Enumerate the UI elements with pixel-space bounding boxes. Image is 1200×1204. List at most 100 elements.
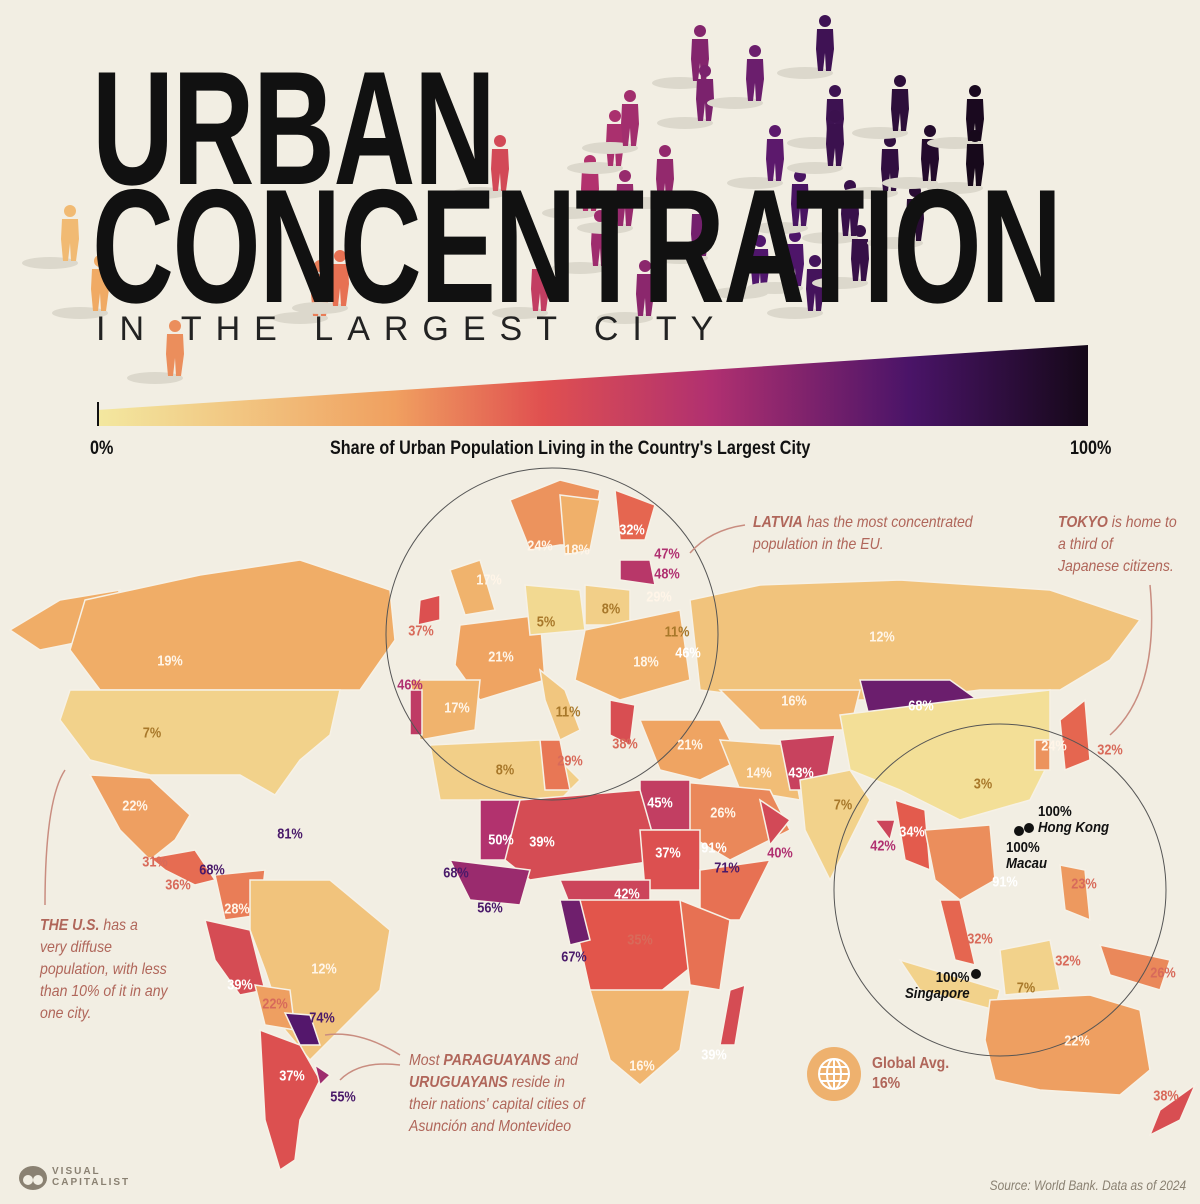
country-value-label: 7% [142, 724, 162, 742]
header-graphics [22, 15, 1088, 426]
person-icon [802, 180, 859, 244]
country-australia [984, 994, 1151, 1096]
tokyo-arrow [1109, 584, 1153, 736]
country-myanmar [894, 798, 931, 872]
country-value-label: 39% [227, 976, 253, 994]
person-icon [492, 255, 549, 319]
country-value-label: 74% [309, 1009, 335, 1027]
country-value-label: 68% [908, 697, 934, 715]
country-value-label: 16% [629, 1057, 655, 1075]
country-value-label: 43% [788, 764, 814, 782]
country-value-label: 17% [444, 699, 470, 717]
source-note: Source: World Bank. Data as of 2024 [989, 1177, 1186, 1193]
hong-kong-label: 100% Hong Kong [1038, 803, 1110, 836]
country-value-label: 45% [647, 794, 673, 812]
country-congo-rep [559, 899, 591, 946]
macau-dot [1014, 826, 1024, 836]
country-value-label: 23% [1071, 875, 1097, 893]
country-horn [699, 859, 772, 921]
paraguay-uruguay-annotation: Most PARAGUAYANS and URUGUAYANS reside i… [409, 1052, 585, 1135]
person-icon [127, 320, 184, 384]
country-value-label: 32% [1055, 952, 1081, 970]
country-tunisia [539, 739, 571, 791]
us-arrow [44, 769, 66, 906]
country-usa [59, 689, 341, 796]
person-icon [927, 130, 984, 194]
country-india [799, 769, 871, 882]
person-icon [52, 255, 109, 319]
title-line-2: CONCENTRATION [92, 156, 1062, 337]
latvia-annotation: LATVIA has the most concentrated populat… [753, 514, 973, 553]
legend-max-label: 100% [1070, 438, 1112, 459]
country-value-label: 36% [165, 876, 191, 894]
country-japan [1059, 698, 1091, 772]
country-value-label: 32% [967, 930, 993, 948]
country-value-label: 50% [488, 831, 514, 849]
country-value-label: 8% [495, 761, 515, 779]
country-value-label: 48% [654, 565, 680, 583]
country-value-label: 22% [122, 797, 148, 815]
country-philippines [1059, 864, 1091, 922]
country-value-label: 40% [767, 844, 793, 862]
country-mexico [88, 774, 191, 862]
paraguay-arrow [324, 1033, 401, 1056]
person-icon [852, 75, 909, 139]
country-west-coast [448, 859, 531, 906]
country-new-zealand [1148, 1082, 1197, 1137]
country-value-label: 11% [664, 623, 690, 641]
logo-icon [19, 1166, 47, 1190]
country-value-label: 22% [1064, 1032, 1090, 1050]
country-value-label: 56% [477, 899, 503, 917]
country-middle-east [638, 719, 742, 781]
country-value-label: 16% [781, 692, 807, 710]
visual-capitalist-logo: VISUAL CAPITALIST [18, 1163, 130, 1191]
country-italy [538, 668, 581, 742]
country-east-europe [574, 609, 691, 701]
country-paraguay [283, 1012, 322, 1046]
singapore-dot [971, 969, 981, 979]
country-value-label: 91% [701, 839, 727, 857]
person-icon [22, 205, 79, 269]
country-uk [449, 559, 496, 616]
person-icon [552, 210, 609, 274]
country-value-label: 42% [614, 885, 640, 903]
country-value-label: 21% [677, 736, 703, 754]
country-value-label: 91% [992, 873, 1018, 891]
country-greece [609, 699, 636, 747]
country-bangladesh [873, 819, 896, 842]
country-indochina [924, 824, 996, 901]
country-central-america [148, 849, 217, 886]
country-value-label: 46% [397, 676, 423, 694]
country-value-label: 34% [899, 823, 925, 841]
person-icon [582, 90, 639, 154]
country-value-label: 21% [488, 648, 514, 666]
country-value-label: 29% [557, 752, 583, 770]
country-value-label: 14% [746, 764, 772, 782]
country-value-label: 37% [655, 844, 681, 862]
country-value-label: 17% [476, 571, 502, 589]
country-china [839, 689, 1051, 821]
country-finland [614, 488, 656, 541]
country-peru [203, 919, 266, 996]
person-icon [882, 125, 939, 189]
country-value-label: 39% [529, 833, 555, 851]
legend-caption: Share of Urban Population Living in the … [330, 438, 811, 459]
country-portugal [409, 689, 423, 736]
europe-zoom-circle [385, 467, 719, 801]
uruguay-arrow [339, 1063, 401, 1081]
country-value-label: 22% [262, 995, 288, 1013]
us-annotation: THE U.S. has a very diffuse population, … [40, 917, 168, 1022]
legend-gradient-wedge [97, 345, 1088, 426]
person-icon [747, 230, 804, 294]
country-east-africa [679, 898, 731, 991]
country-value-label: 42% [870, 837, 896, 855]
country-value-label: 29% [646, 588, 672, 606]
country-value-label: 47% [654, 545, 680, 563]
title-line-1: URBAN [92, 38, 496, 219]
country-value-label: 12% [869, 628, 895, 646]
country-congo [569, 899, 701, 1001]
country-value-label: 32% [1097, 741, 1123, 759]
country-baltics [619, 559, 656, 586]
person-icon [727, 125, 784, 189]
